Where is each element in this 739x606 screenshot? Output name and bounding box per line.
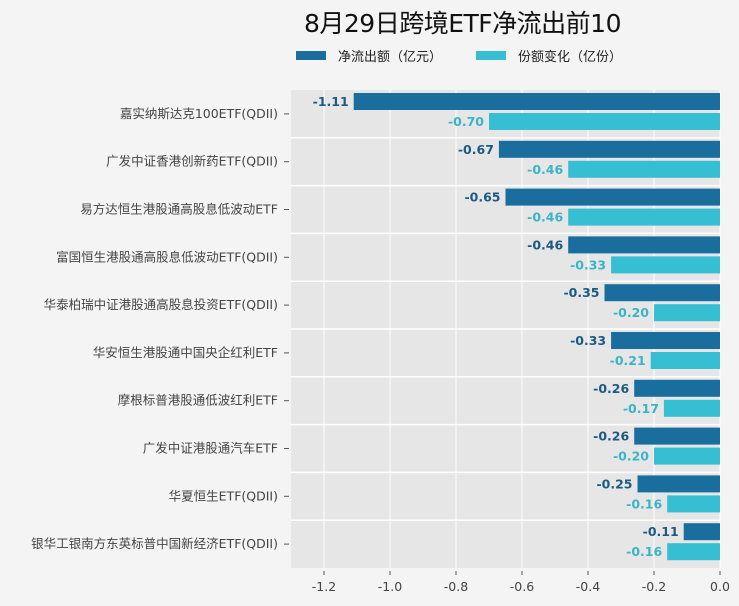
category-label: 摩根标普港股通低波红利ETF <box>118 393 278 408</box>
x-tick-label: 0.0 <box>710 579 730 594</box>
data-label: -0.20 <box>613 449 649 464</box>
bar-net-outflow <box>505 188 720 206</box>
data-label: -0.11 <box>643 524 679 539</box>
bar-share-change <box>654 304 720 322</box>
category-label: 富国恒生港股通高股息低波动ETF(QDII) <box>56 249 278 264</box>
data-label: -0.67 <box>458 142 494 157</box>
bar-share-change <box>667 495 720 513</box>
bar-net-outflow <box>604 284 720 302</box>
bar-share-change <box>568 160 720 178</box>
category-label: 易方达恒生港股通高股息低波动ETF <box>80 202 278 217</box>
data-label: -0.26 <box>593 381 629 396</box>
x-tick-label: -1.2 <box>312 579 336 594</box>
x-tick-label: -1.0 <box>378 579 402 594</box>
bar-net-outflow <box>634 427 720 445</box>
data-label: -0.20 <box>613 305 649 320</box>
data-label: -0.46 <box>527 237 563 252</box>
data-label: -0.26 <box>593 429 629 444</box>
bar-net-outflow <box>498 140 720 158</box>
category-label: 华夏恒生ETF(QDII) <box>169 488 278 503</box>
legend-item-share-change: 份额变化（亿份） <box>476 46 622 65</box>
bar-net-outflow <box>353 93 720 110</box>
legend-label-share-change: 份额变化（亿份） <box>518 50 623 65</box>
data-label: -0.46 <box>527 210 563 225</box>
bar-share-change <box>611 256 720 274</box>
bar-net-outflow <box>637 475 720 493</box>
category-labels: 嘉实纳斯达克100ETF(QDII) 广发中证香港创新药ETF(QDII) 易方达恒… <box>31 106 289 551</box>
legend: 净流出额（亿元） 份额变化（亿份） <box>296 46 656 65</box>
category-label: 广发中证香港创新药ETF(QDII) <box>106 154 278 169</box>
category-label: 华泰柏瑞中证港股通高股息投资ETF(QDII) <box>44 297 278 312</box>
legend-swatch-net-outflow <box>296 51 326 60</box>
bar-net-outflow <box>683 523 720 541</box>
bar-share-change <box>568 208 720 226</box>
data-label: -1.11 <box>313 94 349 109</box>
chart-title: 8月29日跨境ETF净流出前10 <box>304 9 621 38</box>
bar-share-change <box>489 113 720 130</box>
x-tick-label: -0.2 <box>642 579 666 594</box>
x-axis: -1.2 -1.0 -0.8 -0.6 -0.4 -0.2 0.0 <box>312 571 730 594</box>
gridlines <box>291 90 721 568</box>
bar-share-change <box>654 447 720 465</box>
data-label: -0.33 <box>570 257 606 272</box>
data-label: -0.25 <box>596 476 632 491</box>
data-label: -0.33 <box>570 333 606 348</box>
category-label: 华安恒生港股通中国央企红利ETF <box>93 345 278 360</box>
data-label: -0.21 <box>610 353 646 368</box>
bar-share-change <box>663 399 720 417</box>
legend-label-net-outflow: 净流出额（亿元） <box>338 50 443 65</box>
data-label: -0.35 <box>563 285 599 300</box>
bars: -1.11 -0.70 -0.67 -0.46 -0.65 -0.46 -0.46 -0.33… <box>313 93 720 561</box>
x-tick-label: -0.8 <box>444 579 468 594</box>
legend-swatch-share-change <box>476 51 507 60</box>
bar-net-outflow <box>568 236 720 254</box>
bar-share-change <box>650 352 720 369</box>
category-label: 嘉实纳斯达克100ETF(QDII) <box>120 106 278 121</box>
category-label: 银华工银南方东英标普中国新经济ETF(QDII) <box>31 536 278 551</box>
data-label: -0.16 <box>626 544 662 559</box>
legend-item-net-outflow: 净流出额（亿元） <box>296 46 442 65</box>
x-tick-label: -0.4 <box>576 579 600 594</box>
data-label: -0.16 <box>626 496 662 511</box>
category-label: 广发中证港股通汽车ETF <box>143 441 278 456</box>
bar-share-change <box>667 543 720 561</box>
data-label: -0.17 <box>623 401 659 416</box>
data-label: -0.70 <box>448 114 484 129</box>
bar-net-outflow <box>634 379 720 397</box>
data-label: -0.65 <box>464 190 500 205</box>
bar-net-outflow <box>611 332 720 349</box>
x-tick-label: -0.6 <box>510 579 534 594</box>
data-label: -0.46 <box>527 162 563 177</box>
